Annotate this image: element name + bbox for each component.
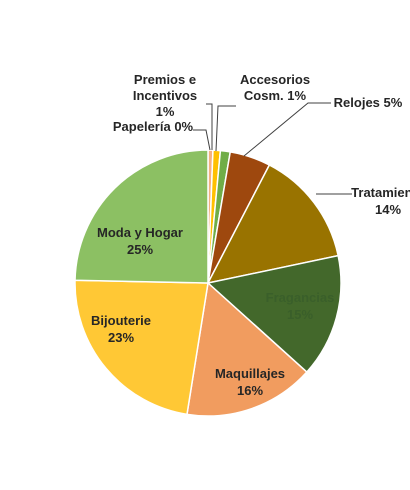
slice-label-line: Relojes 5% (334, 95, 403, 110)
slice-label-line: 1% (156, 104, 175, 119)
slice-label-line: 15% (287, 307, 313, 322)
slice-label-line: Cosm. 1% (244, 88, 307, 103)
slice-label-line: Accesorios (240, 72, 310, 87)
slice-label-line: Fragancias (266, 290, 335, 305)
pie-slice-moda (75, 150, 208, 283)
slice-label-accesorios: Accesorios Cosm. 1% (240, 72, 310, 103)
slice-label-tratamiento: Tratamiento 14% (351, 185, 410, 217)
slice-label-line: Incentivos (133, 88, 197, 103)
slice-label-relojes: Relojes 5% (334, 95, 403, 110)
pie-slice-bijouterie (75, 280, 208, 414)
leader-line-papeleria (193, 130, 210, 150)
pie-slices (75, 150, 341, 416)
slice-label-line: 23% (108, 330, 134, 345)
slice-label-line: Maquillajes (215, 366, 285, 381)
slice-label-line: Premios e (134, 72, 196, 87)
leader-line-accesorios (216, 106, 236, 151)
leader-line-relojes (244, 103, 331, 156)
slice-label-line: Papelería 0% (113, 119, 194, 134)
slice-label-line: Moda y Hogar (97, 225, 183, 240)
slice-label-line: 25% (127, 242, 153, 257)
slice-label-line: 16% (237, 383, 263, 398)
slice-label-line: Bijouterie (91, 313, 151, 328)
slice-label-premios: Premios e Incentivos 1% (133, 72, 197, 119)
slice-label-papeleria: Papelería 0% (113, 119, 194, 134)
slice-label-line: 14% (375, 202, 401, 217)
slice-label-line: Tratamiento (351, 185, 410, 200)
